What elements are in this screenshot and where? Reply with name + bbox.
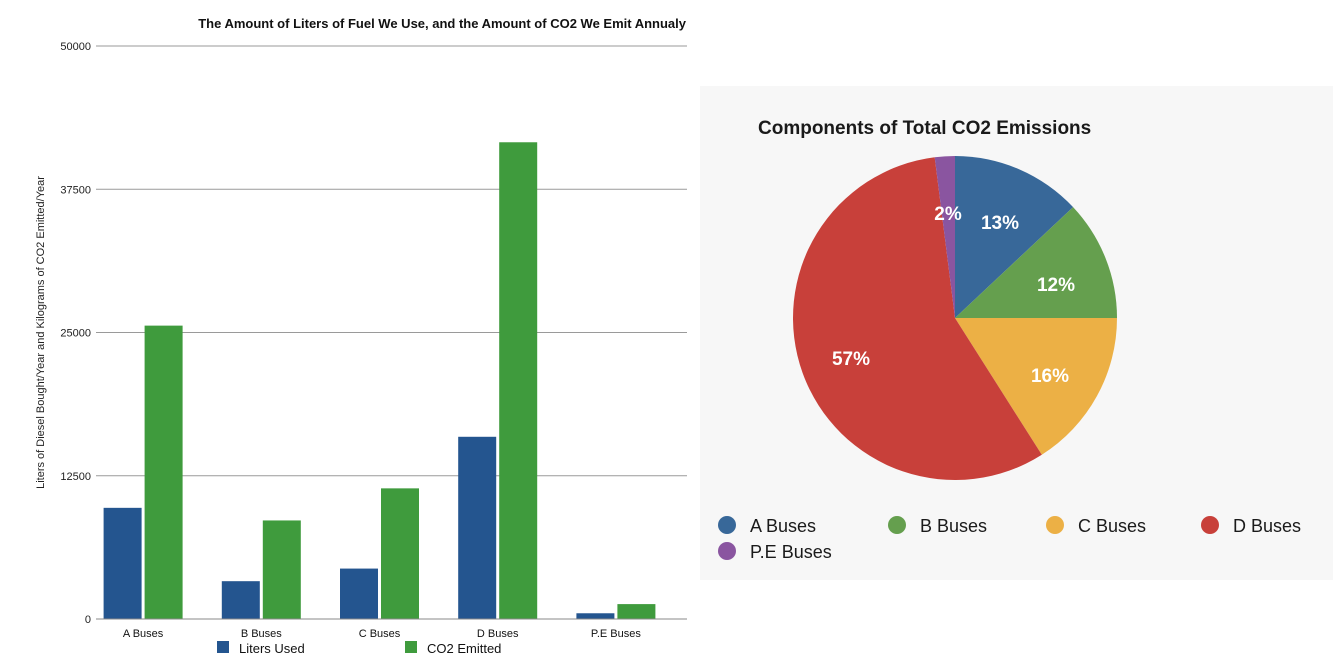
bar-co2-emitted xyxy=(499,142,538,619)
legend-swatch xyxy=(405,641,417,653)
y-tick-label: 50000 xyxy=(60,41,91,53)
legend-swatch xyxy=(888,516,906,534)
legend-label: Liters Used xyxy=(239,641,305,656)
chart-title: The Amount of Liters of Fuel We Use, and… xyxy=(198,16,687,31)
legend-label: B Buses xyxy=(920,516,987,536)
pie-value-label: 16% xyxy=(1031,366,1069,387)
pie-chart: Components of Total CO2 Emissions 13% 12% 1… xyxy=(718,118,1301,562)
pie-value-label: 12% xyxy=(1037,275,1075,296)
bar-liters-used xyxy=(340,568,378,619)
y-axis-label: Liters of Diesel Bought/Year and Kilogra… xyxy=(35,176,47,489)
legend-swatch xyxy=(1201,516,1219,534)
bar-co2-emitted xyxy=(144,325,183,619)
legend-swatch xyxy=(718,516,736,534)
y-tick-label: 25000 xyxy=(60,328,91,340)
x-tick-label: C Buses xyxy=(359,628,401,640)
pie-chart-panel: Components of Total CO2 Emissions 13% 12% 1… xyxy=(700,86,1333,580)
legend-swatch xyxy=(718,542,736,560)
pie-value-label: 57% xyxy=(832,349,870,370)
legend-swatch xyxy=(217,641,229,653)
pie-slice-d-buses xyxy=(793,157,1042,481)
bar-liters-used xyxy=(103,507,142,619)
legend-swatch xyxy=(1046,516,1064,534)
bar-co2-emitted xyxy=(617,604,656,619)
y-tick-label: 0 xyxy=(85,614,91,626)
pie-slice-a-buses xyxy=(955,156,1074,318)
legend-label: D Buses xyxy=(1233,516,1301,536)
x-tick-label: D Buses xyxy=(477,628,519,640)
legend-label: CO2 Emitted xyxy=(427,641,501,656)
pie-title: Components of Total CO2 Emissions xyxy=(758,118,1091,139)
bar-liters-used xyxy=(221,581,260,619)
y-tick-label: 12500 xyxy=(60,471,91,483)
bar-liters-used xyxy=(576,613,615,619)
bar-chart: The Amount of Liters of Fuel We Use, and… xyxy=(35,16,687,656)
pie-slice-b-buses xyxy=(955,207,1117,318)
y-tick-label: 37500 xyxy=(60,184,91,196)
bar-chart-panel: The Amount of Liters of Fuel We Use, and… xyxy=(35,16,687,656)
legend-label: P.E Buses xyxy=(750,542,832,562)
legend-label: C Buses xyxy=(1078,516,1146,536)
pie-value-label: 2% xyxy=(934,204,962,225)
bar-co2-emitted xyxy=(262,520,301,619)
pie-slice-c-buses xyxy=(955,318,1117,455)
bar-co2-emitted xyxy=(381,488,419,619)
legend-label: A Buses xyxy=(750,516,816,536)
pie-value-label: 13% xyxy=(981,213,1019,234)
pie-slice-p-e-buses xyxy=(934,156,955,318)
x-tick-label: B Buses xyxy=(241,628,282,640)
x-tick-label: P.E Buses xyxy=(591,628,641,640)
bar-liters-used xyxy=(458,436,497,619)
x-tick-label: A Buses xyxy=(123,628,164,640)
